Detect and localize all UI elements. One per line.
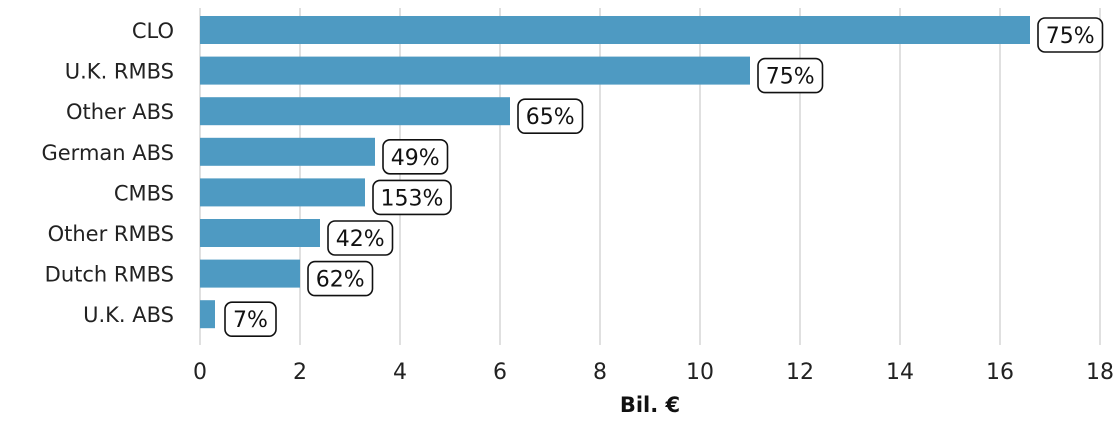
x-tick-labels: 0 2 4 6 8 10 12 14 16 18 (193, 360, 1114, 385)
data-label: 42% (327, 220, 394, 256)
bars (200, 16, 1030, 329)
data-label-text: 65% (526, 105, 575, 130)
x-tick-label: 18 (1086, 360, 1114, 385)
data-label-text: 153% (381, 186, 444, 211)
data-labels: 75% 75% 65% 49% 153% 42% 62% 7% (224, 17, 1104, 338)
category-label: U.K. RMBS (65, 60, 174, 84)
data-label-text: 75% (1046, 24, 1095, 49)
category-label: Dutch RMBS (45, 263, 174, 287)
x-tick-label: 10 (686, 360, 714, 385)
x-tick-label: 16 (986, 360, 1014, 385)
data-label-box (224, 301, 277, 338)
x-tick-label: 8 (593, 360, 607, 385)
x-tick-label: 6 (493, 360, 507, 385)
data-label: 75% (1037, 17, 1104, 53)
data-label-box (517, 98, 584, 134)
data-label-box (1037, 17, 1104, 53)
bar (200, 56, 750, 85)
bar (200, 178, 365, 207)
category-labels: CLO U.K. RMBS Other ABS German ABS CMBS Other… (41, 19, 174, 327)
data-label: 62% (307, 260, 374, 297)
category-label: German ABS (41, 141, 174, 165)
data-label: 75% (757, 57, 824, 94)
data-label-box (382, 139, 449, 175)
data-label-text: 7% (233, 308, 268, 333)
bar (200, 16, 1030, 44)
x-tick-label: 14 (886, 360, 914, 385)
category-label: CMBS (114, 181, 174, 205)
data-label: 65% (517, 98, 584, 134)
category-label: Other ABS (66, 100, 174, 124)
x-tick-label: 4 (393, 360, 407, 385)
data-label-box (372, 179, 452, 216)
data-label: 153% (372, 179, 452, 216)
data-label-box (327, 220, 394, 256)
category-label: U.K. ABS (83, 303, 174, 327)
data-label-text: 49% (391, 146, 440, 171)
category-label: CLO (132, 19, 174, 43)
bar (200, 219, 320, 247)
data-label-text: 42% (336, 227, 385, 252)
x-tick-label: 0 (193, 360, 207, 385)
data-label-box (757, 57, 824, 94)
bar (200, 137, 375, 166)
bar (200, 259, 300, 288)
data-label-box (307, 260, 374, 297)
data-label: 7% (224, 301, 277, 338)
bar (200, 300, 215, 329)
x-tick-label: 12 (786, 360, 814, 385)
x-tick-label: 2 (293, 360, 307, 385)
data-label: 49% (382, 139, 449, 175)
bar (200, 97, 510, 126)
data-label-text: 75% (766, 65, 815, 90)
x-axis-title: Bil. € (620, 393, 680, 417)
category-label: Other RMBS (48, 222, 174, 246)
data-label-text: 62% (316, 268, 365, 293)
